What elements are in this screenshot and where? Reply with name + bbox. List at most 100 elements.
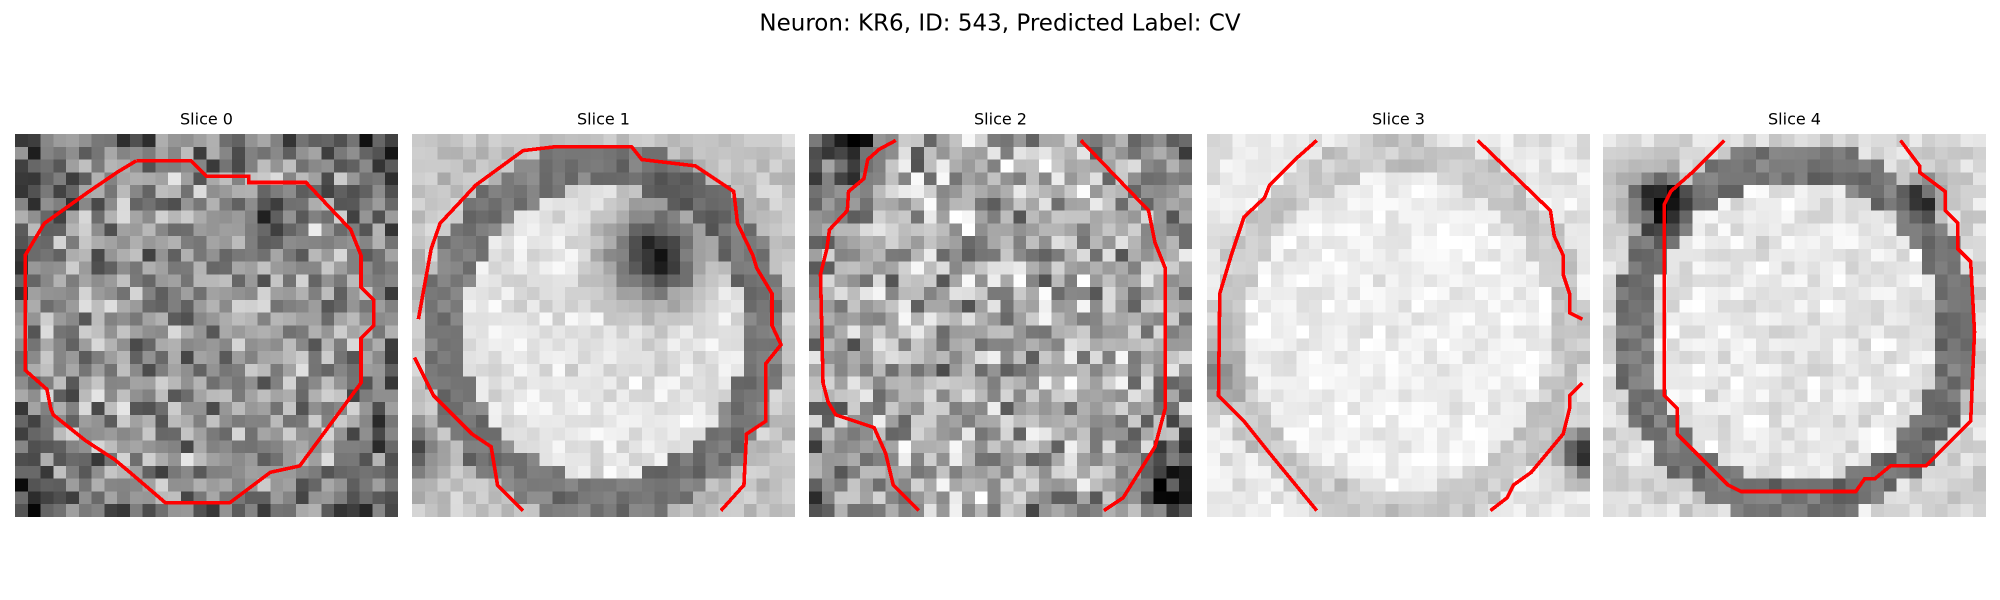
pixel [1538,453,1552,467]
pixel [372,338,386,352]
pixel [1794,351,1808,365]
pixel [463,389,477,403]
pixel [680,261,694,275]
pixel [1207,248,1221,262]
pixel [565,248,579,262]
pixel [424,312,438,326]
pixel [1666,440,1680,454]
pixel [1922,453,1936,467]
pixel [1666,504,1680,517]
pixel [526,478,540,492]
pixel [488,223,502,237]
pixel [1140,287,1154,301]
pixel [603,414,617,428]
pixel [641,299,655,313]
pixel [78,465,92,479]
pixel [1334,504,1348,517]
pixel [104,504,118,517]
pixel [1654,465,1668,479]
pixel [743,299,757,313]
pixel [911,210,925,224]
pixel [168,210,182,224]
pixel [1973,210,1986,224]
pixel [756,223,770,237]
pixel [1603,274,1617,288]
pixel [117,440,131,454]
pixel [463,402,477,416]
pixel [1051,402,1065,416]
pixel [552,325,566,339]
pixel [270,376,284,390]
pixel [1807,134,1821,148]
pixel [1385,185,1399,199]
pixel [1051,440,1065,454]
pixel [1398,134,1412,148]
pixel [923,465,937,479]
pixel [987,389,1001,403]
pixel [1166,185,1180,199]
pixel [769,172,783,186]
pixel [936,389,950,403]
pixel [1115,338,1129,352]
pixel [104,427,118,441]
pixel [1603,491,1617,505]
pixel [1896,440,1910,454]
pixel [743,389,757,403]
pixel [1436,325,1450,339]
pixel [1064,478,1078,492]
pixel [475,504,489,517]
pixel [1832,172,1846,186]
pixel [552,261,566,275]
pixel [1245,478,1259,492]
pixel [1832,210,1846,224]
pixel [1781,248,1795,262]
pixel [40,261,54,275]
pixel [1832,312,1846,326]
pixel [1871,440,1885,454]
pixel [1334,312,1348,326]
pixel [1372,504,1386,517]
pixel [949,236,963,250]
pixel [1077,261,1091,275]
pixel [104,146,118,160]
pixel [590,504,604,517]
pixel [1845,261,1859,275]
panel-title: Slice 2 [974,110,1027,129]
pixel [1960,248,1974,262]
pixel [155,440,169,454]
pixel [1947,261,1961,275]
pixel [1000,325,1014,339]
pixel [1909,210,1923,224]
pixel [1385,338,1399,352]
pixel [1692,299,1706,313]
pixel [1179,185,1192,199]
pixel [565,287,579,301]
pixel [219,299,233,313]
pixel [1102,402,1116,416]
pixel [1973,427,1986,441]
pixel [731,504,745,517]
pixel [705,491,719,505]
pixel [270,351,284,365]
pixel [1500,338,1514,352]
pixel [1449,465,1463,479]
pixel [1207,325,1221,339]
pixel [475,338,489,352]
pixel [1832,376,1846,390]
pixel [1179,376,1192,390]
pixel [1258,351,1272,365]
pixel [1398,351,1412,365]
pixel [743,274,757,288]
pixel [1475,312,1489,326]
pixel [1309,376,1323,390]
pixel [15,146,29,160]
pixel [437,146,451,160]
pixel [1077,338,1091,352]
panel: Slice 4 [1603,110,1986,517]
pixel [1207,427,1221,441]
pixel [1334,172,1348,186]
pixel [872,453,886,467]
pixel [911,389,925,403]
pixel [1934,287,1948,301]
pixel [1768,440,1782,454]
